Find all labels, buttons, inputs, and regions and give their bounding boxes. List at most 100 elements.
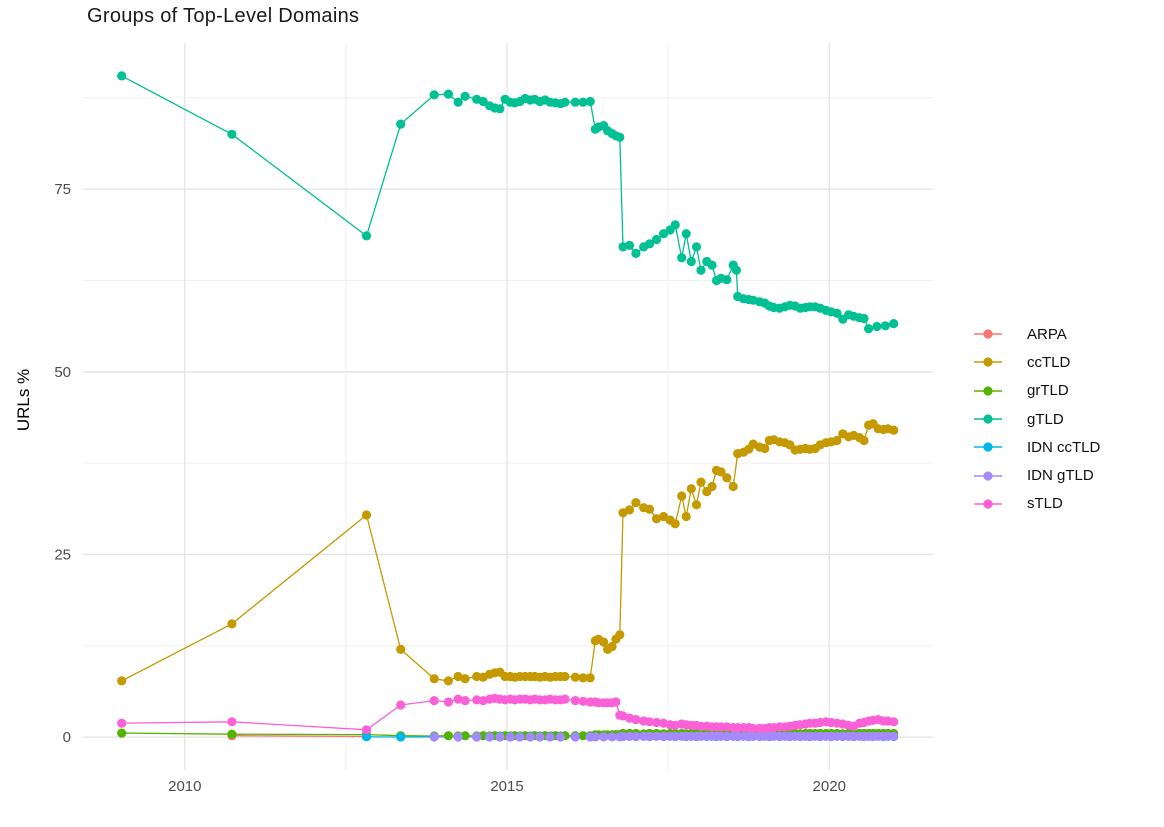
data-point (859, 313, 869, 324)
data-point (651, 514, 662, 524)
data-point (570, 672, 580, 682)
legend-key-dot (983, 471, 993, 481)
data-point (117, 71, 127, 81)
data-point (748, 731, 758, 742)
x-tick-label: 2010 (168, 778, 201, 795)
data-point (535, 732, 545, 742)
data-point (117, 728, 127, 738)
y-tick-label: 50 (54, 364, 71, 381)
legend-key-dot (983, 386, 993, 396)
data-point (443, 697, 453, 707)
data-point (748, 723, 758, 734)
data-point (707, 481, 717, 492)
data-point (590, 732, 600, 742)
data-point (361, 510, 372, 520)
legend-item-arpa: ARPA (973, 320, 1100, 348)
data-point (832, 308, 842, 318)
legend-item-cctld: ccTLD (973, 348, 1100, 376)
data-point (443, 676, 453, 686)
y-tick-label: 0 (63, 729, 71, 746)
data-point (429, 732, 439, 742)
data-point (585, 673, 595, 683)
data-point (677, 491, 687, 501)
data-point (117, 718, 127, 728)
data-point (460, 674, 470, 684)
chart-title: Groups of Top-Level Domains (87, 5, 360, 27)
data-point (644, 731, 655, 742)
x-tick-label: 2020 (813, 778, 846, 795)
series-points-cctld (117, 419, 899, 686)
series-points-stld (117, 693, 899, 735)
data-point (453, 694, 463, 704)
data-point (670, 220, 680, 230)
data-point (578, 696, 588, 706)
data-point (396, 119, 406, 129)
legend-key-dot (983, 329, 993, 339)
data-point (696, 265, 706, 275)
data-point (117, 676, 127, 686)
data-point (696, 477, 706, 487)
data-point (681, 511, 691, 522)
data-point (670, 731, 680, 742)
data-point (832, 435, 842, 446)
data-point (722, 473, 732, 483)
data-point (651, 717, 662, 728)
legend-item-grtld: grTLD (973, 377, 1100, 405)
legend-label: ARPA (1027, 325, 1067, 343)
data-point (686, 484, 696, 494)
data-point (681, 229, 691, 239)
data-point (453, 97, 463, 107)
data-point (227, 619, 237, 629)
data-point (429, 696, 439, 706)
legend-label: IDN gTLD (1027, 467, 1094, 485)
data-point (396, 700, 406, 710)
legend-item-idn-cctld: IDN ccTLD (973, 433, 1100, 461)
data-point (611, 697, 621, 707)
x-tick-label: 2015 (490, 778, 523, 795)
data-point (545, 732, 555, 742)
data-point (691, 242, 702, 252)
legend-label: gTLD (1027, 410, 1064, 428)
legend-key-icon (974, 386, 1002, 396)
data-point (227, 717, 237, 727)
data-point (227, 729, 237, 739)
data-point (578, 97, 588, 107)
data-point (607, 732, 617, 742)
data-point (644, 239, 655, 249)
data-point (361, 231, 372, 241)
data-point (615, 630, 625, 640)
y-axis-title: URLs % (14, 368, 33, 432)
data-point (460, 696, 470, 706)
data-point (872, 321, 882, 332)
data-point (578, 673, 588, 683)
data-point (651, 731, 662, 742)
data-point (599, 732, 609, 742)
data-point (631, 248, 641, 258)
data-point (570, 696, 580, 706)
data-point (631, 731, 641, 742)
data-point (722, 731, 732, 742)
series-points-gtld (117, 71, 899, 334)
data-point (644, 504, 655, 514)
legend-label: IDN ccTLD (1027, 438, 1101, 456)
series-line-gtld (121, 75, 894, 330)
data-point (889, 425, 899, 435)
data-point (624, 240, 635, 250)
data-point (599, 637, 609, 647)
data-point (578, 731, 588, 741)
data-point (472, 732, 482, 742)
data-point (560, 97, 570, 107)
data-point (889, 717, 899, 727)
data-point (677, 253, 687, 263)
data-point (585, 96, 595, 107)
data-point (651, 234, 662, 245)
series-line-arpa (231, 735, 367, 738)
legend-key-icon (974, 414, 1002, 424)
data-point (485, 732, 495, 742)
legend-label: ccTLD (1027, 353, 1071, 371)
data-point (361, 725, 372, 735)
data-point (227, 129, 237, 139)
series-line-cctld (121, 422, 894, 682)
data-point (453, 671, 463, 682)
data-point (607, 641, 617, 652)
